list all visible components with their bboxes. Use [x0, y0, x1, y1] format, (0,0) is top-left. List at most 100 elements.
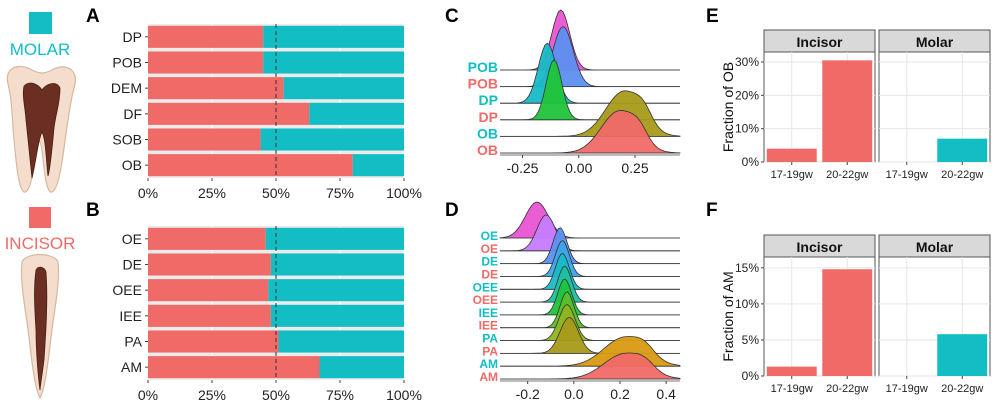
bar-molar — [319, 356, 404, 379]
x-tick-label: 25% — [198, 185, 226, 201]
legend: MOLAR INCISOR — [5, 12, 76, 400]
category-label: DEM — [111, 80, 142, 96]
ridge-label: POB — [468, 76, 498, 92]
ridge-label: AM — [479, 357, 498, 371]
bar-molar — [283, 77, 404, 100]
panel-letter-b: B — [86, 200, 100, 221]
ridge-label: DP — [479, 92, 498, 108]
molar-legend-label: MOLAR — [10, 40, 70, 59]
density-ridge — [500, 26, 680, 87]
x-tick-label: 0% — [138, 185, 158, 201]
facet-title: Incisor — [797, 239, 843, 255]
x-tick-label: 25% — [198, 387, 226, 403]
density-ridge — [500, 278, 680, 316]
category-label: OEE — [112, 282, 142, 298]
ridge-label: OB — [477, 142, 498, 158]
bar-incisor — [148, 128, 261, 151]
bar-incisor — [148, 154, 353, 177]
category-label: POB — [112, 55, 142, 71]
category-label: DF — [123, 106, 142, 122]
bar-incisor — [148, 25, 264, 48]
facet-title: Molar — [916, 239, 954, 255]
panel-letter-e: E — [706, 6, 719, 27]
x-tick-label: 75% — [326, 387, 354, 403]
facet-title: Molar — [916, 34, 954, 50]
ridge-label: IEE — [479, 319, 498, 333]
y-tick-label: 15% — [735, 261, 759, 275]
density-ridge — [500, 253, 680, 290]
ridge-label: POB — [468, 59, 498, 75]
y-tick-label: 0% — [742, 369, 760, 383]
bar — [766, 148, 817, 162]
ridge-label: OB — [477, 125, 498, 141]
x-tick-label: 0.2 — [610, 386, 630, 402]
y-tick-label: 20% — [735, 88, 759, 102]
panel-e-faceted-bar-chart: Incisor 17-19gw 20-22gw Molar 17-19gw 20-22gw… — [720, 29, 991, 181]
panel-letter-d: D — [445, 200, 459, 221]
bar-molar — [265, 227, 404, 250]
x-tick-label: 50% — [262, 185, 290, 201]
x-tick-label: 20-22gw — [826, 383, 868, 395]
bar-molar — [270, 304, 404, 327]
ridge-label: IEE — [479, 306, 498, 320]
ridge-label: PA — [482, 344, 498, 358]
bar-molar — [270, 253, 404, 276]
bar-incisor — [148, 330, 279, 353]
bar-incisor — [148, 77, 284, 100]
ridge-label: DE — [481, 255, 498, 269]
bar — [822, 269, 873, 376]
x-tick-label: 0.00 — [565, 160, 592, 176]
ridge-label: OE — [481, 229, 498, 243]
x-tick-label: 0.25 — [621, 160, 648, 176]
density-ridge — [500, 59, 680, 121]
panel-b-stacked-bar-chart: OE DE OEE IEE PA AM 0% 25% 50% 75% 100% — [112, 226, 422, 403]
bar — [937, 138, 988, 162]
y-tick-label: 0% — [742, 155, 760, 169]
x-tick-label: 20-22gw — [941, 169, 983, 181]
ridge-label: DE — [481, 267, 498, 281]
panel-letter-f: F — [706, 200, 718, 221]
x-tick-label: 17-19gw — [886, 169, 928, 181]
density-ridge — [500, 265, 680, 303]
density-ridge — [500, 240, 680, 277]
bar-incisor — [148, 356, 320, 379]
bar — [937, 334, 988, 376]
density-ridge — [500, 214, 680, 252]
ridge-label: DP — [479, 109, 498, 125]
incisor-tooth-icon — [20, 253, 60, 400]
bar-incisor — [148, 227, 266, 250]
y-axis-label: Fraction of OB — [720, 62, 736, 152]
ridge-label: OEE — [473, 280, 498, 294]
bar — [822, 60, 873, 163]
bar-molar — [278, 330, 404, 353]
x-tick-label: 0% — [138, 387, 158, 403]
category-label: OE — [122, 231, 142, 247]
density-ridge — [500, 9, 680, 71]
ridge-label: OEE — [473, 293, 498, 307]
x-tick-label: 50% — [262, 387, 290, 403]
y-axis-label: Fraction of AM — [720, 271, 736, 361]
ridge-label: AM — [479, 370, 498, 384]
category-label: PA — [124, 334, 142, 350]
bar-incisor — [148, 102, 310, 125]
panel-letter-c: C — [445, 6, 459, 27]
category-label: DE — [123, 257, 142, 273]
category-label: OB — [122, 157, 142, 173]
x-tick-label: 100% — [386, 185, 422, 201]
bar-incisor — [148, 51, 264, 74]
x-tick-label: 0.4 — [656, 386, 676, 402]
density-ridge — [499, 201, 680, 239]
y-tick-label: 10% — [735, 297, 759, 311]
ridge-label: PA — [482, 332, 498, 346]
x-tick-label: 17-19gw — [771, 169, 813, 181]
panel-a-stacked-bar-chart: DP POB DEM DF SOB OB 0% 25% 50% 75% 100% — [111, 24, 422, 201]
density-ridge — [500, 352, 681, 380]
density-ridge — [500, 291, 680, 329]
x-tick-label: 0.0 — [564, 386, 584, 402]
ridge-label: OE — [481, 242, 498, 256]
density-ridge — [500, 304, 680, 341]
x-tick-label: 75% — [326, 185, 354, 201]
incisor-legend-swatch — [29, 207, 51, 228]
